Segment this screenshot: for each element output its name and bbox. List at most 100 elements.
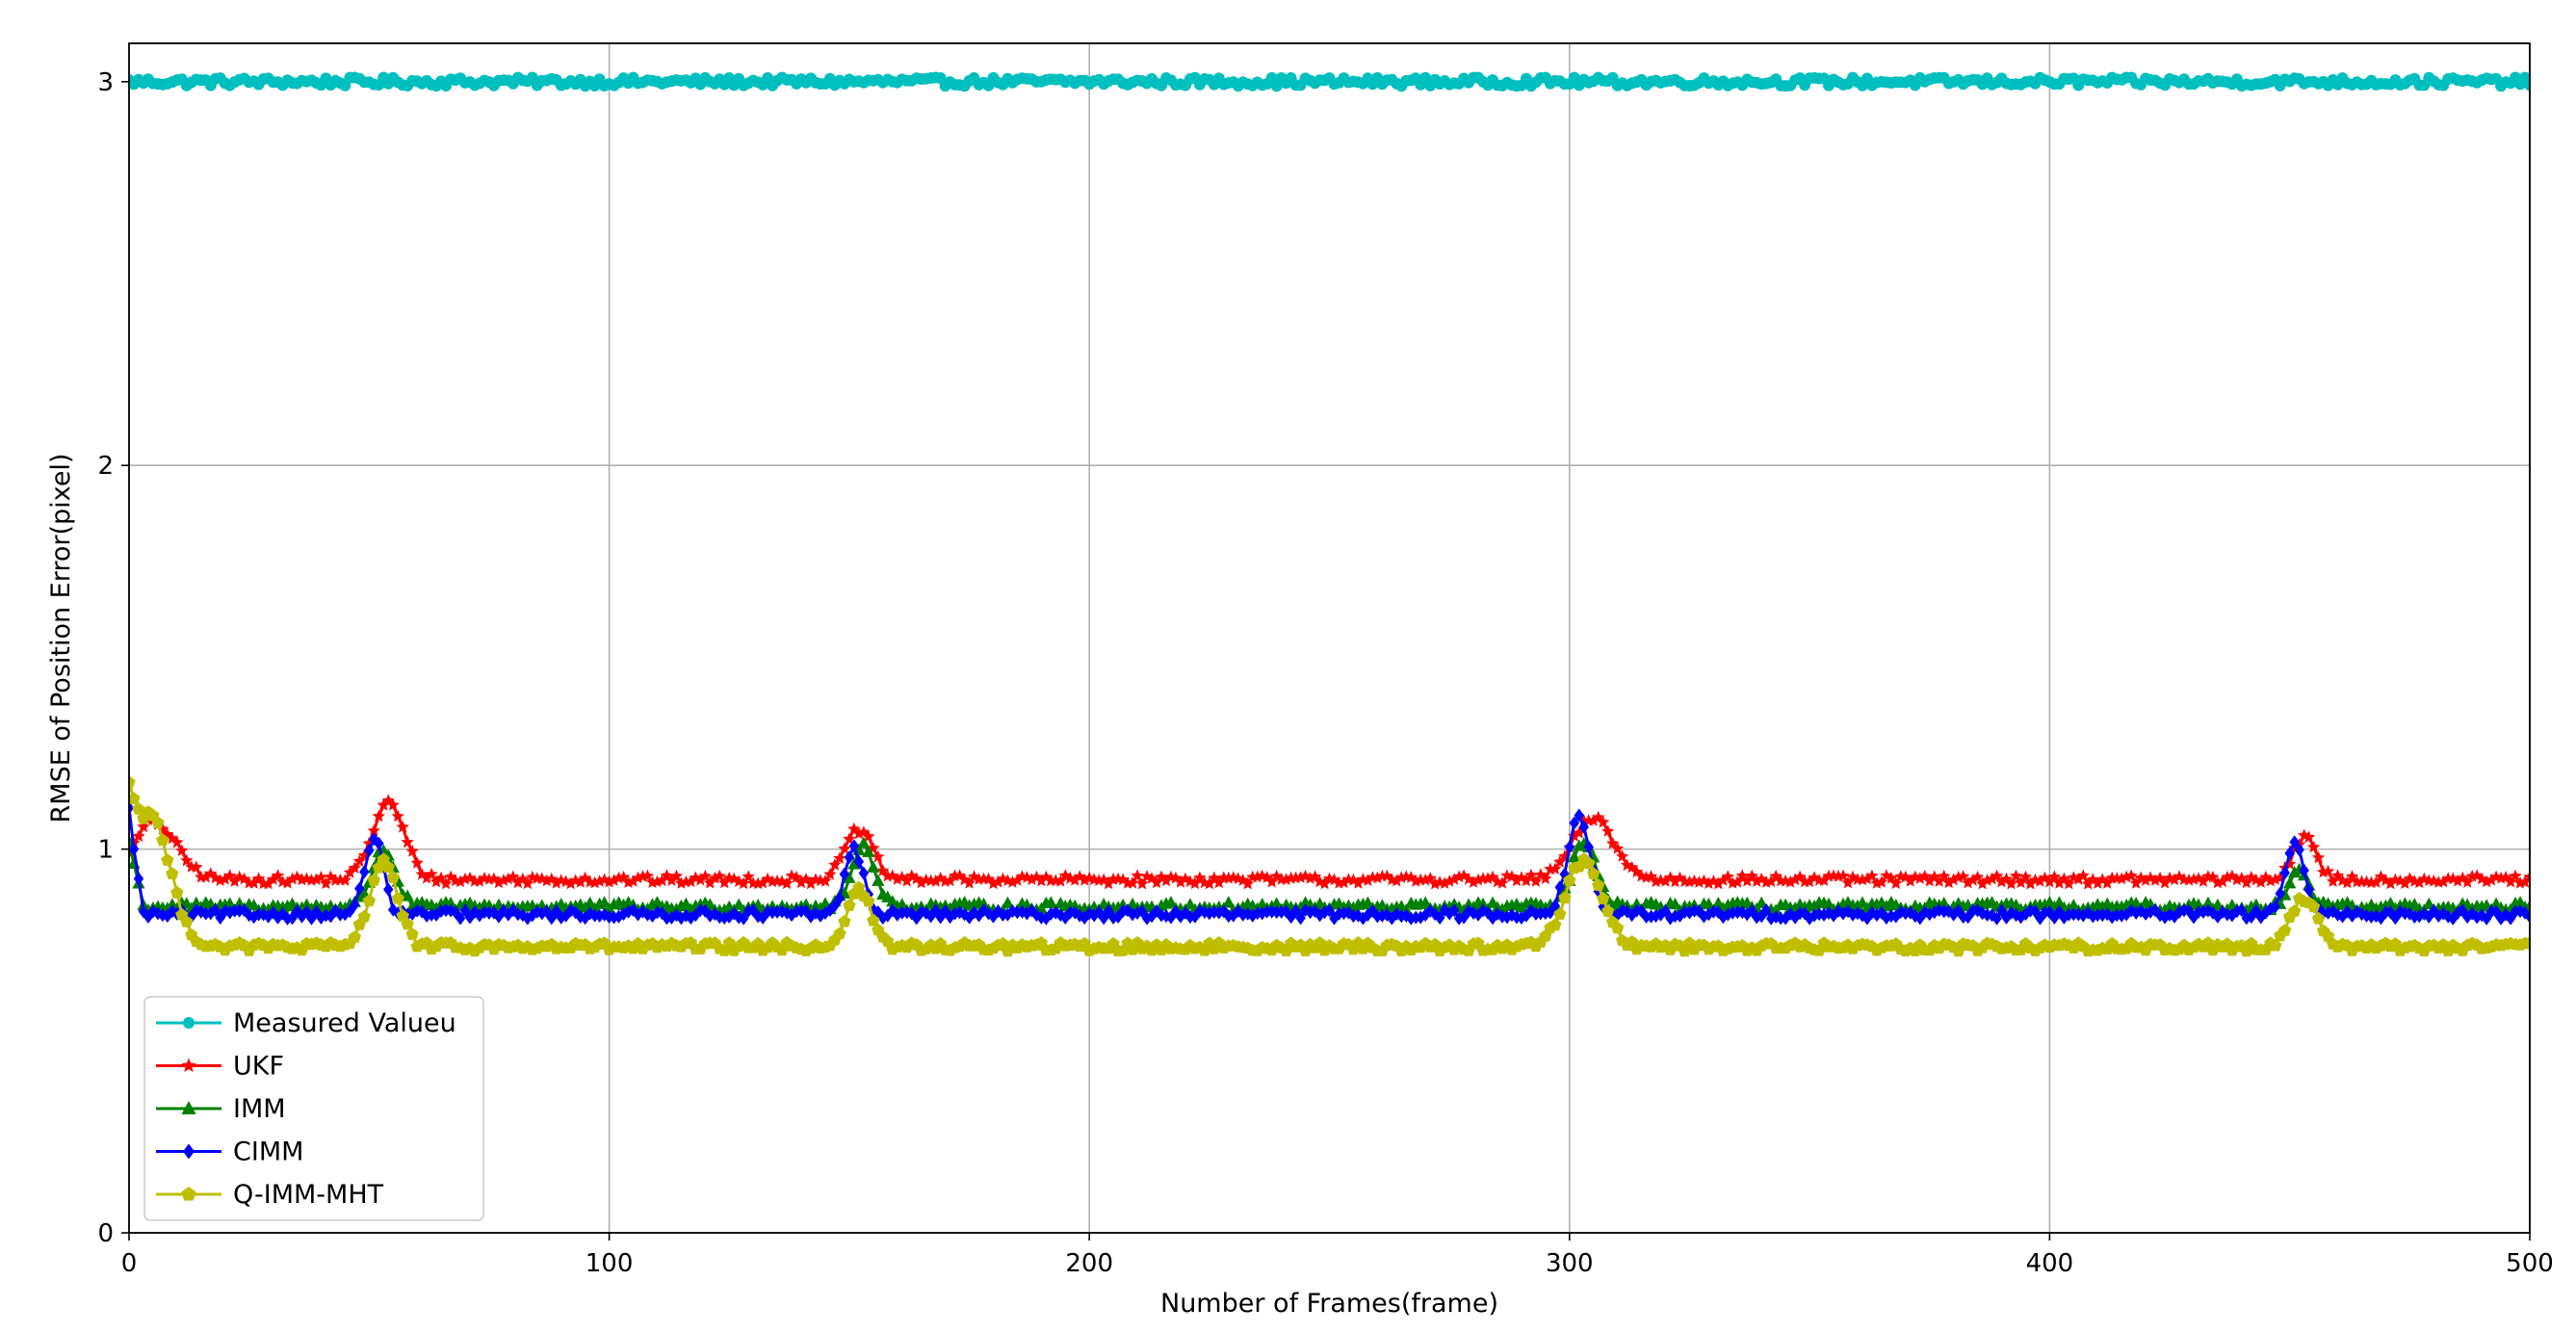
data-point <box>2009 869 2023 882</box>
data-point <box>170 835 184 849</box>
data-point <box>2236 903 2248 918</box>
data-point <box>1126 876 1139 889</box>
data-point <box>2158 876 2172 889</box>
data-point <box>2374 870 2388 882</box>
data-point <box>939 875 952 887</box>
data-point <box>382 882 394 897</box>
data-point <box>1994 875 2009 888</box>
data-point <box>738 911 749 926</box>
data-point <box>429 875 443 888</box>
data-point <box>458 872 472 885</box>
data-point <box>2451 874 2464 887</box>
data-point <box>1668 875 1682 888</box>
data-point <box>1106 872 1120 885</box>
data-point <box>1564 840 1575 854</box>
data-point <box>891 873 904 885</box>
legend-label: CIMM <box>233 1137 303 1167</box>
data-point <box>2307 900 2321 913</box>
data-point <box>1957 870 1970 882</box>
data-point <box>833 927 846 940</box>
legend: Measured Valueu UKF IMM CIMM Q-IMM-MHT <box>143 996 484 1221</box>
data-point <box>2524 79 2530 91</box>
data-point <box>1448 903 1460 918</box>
data-point <box>2139 874 2152 886</box>
data-point <box>2081 876 2095 890</box>
data-point <box>872 874 885 886</box>
data-point <box>598 873 611 886</box>
data-point <box>2523 870 2530 883</box>
data-point <box>1251 870 1264 883</box>
data-point <box>1337 876 1351 889</box>
data-point <box>2504 875 2517 888</box>
data-point <box>348 861 361 874</box>
data-point <box>1601 824 1615 837</box>
data-point <box>881 934 895 948</box>
data-point <box>2307 840 2321 853</box>
data-point <box>502 872 515 885</box>
data-point <box>1246 870 1260 883</box>
series-layer <box>129 71 2530 957</box>
data-point <box>497 874 510 886</box>
data-point <box>175 844 189 856</box>
data-point <box>2417 872 2431 885</box>
data-point <box>1510 874 1523 887</box>
data-point <box>828 858 842 871</box>
data-point <box>199 870 213 883</box>
data-point <box>1817 874 1831 886</box>
data-point <box>867 860 880 873</box>
data-point <box>1904 874 1917 887</box>
data-point <box>454 875 467 888</box>
data-point <box>838 842 851 854</box>
data-point <box>1985 872 1999 885</box>
data-point <box>1418 873 1432 886</box>
data-point <box>1592 878 1605 891</box>
data-point <box>137 820 150 833</box>
data-point <box>319 876 333 889</box>
data-point <box>444 897 457 909</box>
data-point <box>2115 872 2128 885</box>
data-point <box>780 876 794 890</box>
data-point <box>834 891 846 905</box>
data-point <box>862 829 875 843</box>
series-line <box>129 781 2530 954</box>
data-point <box>862 845 875 857</box>
x-tick-label: 0 <box>121 1249 138 1278</box>
data-point <box>962 876 976 889</box>
data-point <box>2340 876 2355 889</box>
data-point <box>867 913 880 927</box>
data-point <box>473 875 486 887</box>
data-point <box>1203 876 1216 890</box>
data-point <box>261 876 275 890</box>
data-point <box>1290 903 1301 918</box>
data-point <box>1434 910 1445 925</box>
data-point <box>2283 876 2297 889</box>
data-point <box>2523 936 2530 949</box>
data-point <box>1702 876 1716 889</box>
data-point <box>857 836 871 849</box>
data-point <box>1740 874 1754 887</box>
data-point <box>669 869 684 882</box>
data-point <box>1587 814 1600 826</box>
data-point <box>756 876 769 889</box>
legend-box <box>143 996 484 1221</box>
data-point <box>129 800 135 815</box>
data-point <box>1836 869 1850 882</box>
data-point <box>2014 876 2028 889</box>
data-point <box>521 876 534 890</box>
data-point <box>564 876 578 890</box>
data-point <box>1140 870 1154 882</box>
data-point <box>492 876 506 889</box>
data-point <box>166 867 179 879</box>
data-point <box>1361 874 1374 886</box>
data-point <box>1303 872 1317 884</box>
data-point <box>713 869 726 882</box>
data-point <box>367 874 380 886</box>
data-point <box>1597 892 1610 904</box>
data-point <box>1860 872 1874 885</box>
data-point <box>1423 872 1437 884</box>
data-point <box>597 896 611 908</box>
data-point <box>1005 876 1020 888</box>
data-point <box>693 873 707 886</box>
data-point <box>1730 875 1744 888</box>
